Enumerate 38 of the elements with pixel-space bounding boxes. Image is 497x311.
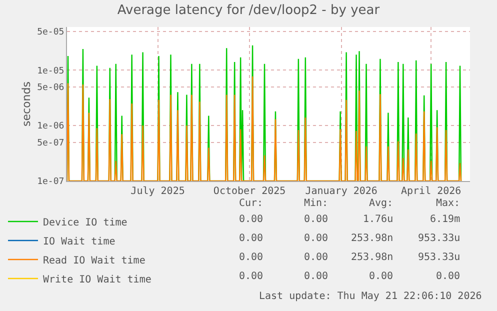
text: 0.00: [369, 271, 394, 282]
text: 953.33u: [418, 233, 460, 244]
text: 0.00: [304, 233, 328, 244]
y-tick-label: 5e-06: [37, 82, 64, 93]
text: 6.19m: [430, 214, 460, 225]
text: 253.98n: [351, 233, 394, 244]
text: 253.98n: [351, 252, 394, 263]
legend-label: Read IO Wait time: [43, 255, 146, 266]
text: Min:: [304, 198, 328, 209]
x-tick-label: July 2025: [130, 186, 185, 197]
text: 0.00: [304, 214, 328, 225]
line-series: [67, 76, 462, 181]
text: 0.00: [304, 252, 328, 263]
y-axis-title: seconds: [20, 81, 33, 126]
text: 1.76u: [363, 214, 394, 225]
x-tick-label: October 2025: [213, 186, 286, 197]
text: 0.00: [239, 271, 264, 282]
text: 953.33u: [418, 252, 460, 263]
y-tick-label: 1e-05: [37, 66, 64, 76]
legend-label: Write IO Wait time: [43, 274, 152, 286]
text: Avg:: [369, 198, 394, 209]
text: 0.00: [436, 271, 460, 282]
text: 0.00: [239, 252, 264, 263]
text: 0.00: [239, 233, 264, 244]
text: 0.00: [304, 271, 328, 282]
legend-label: Device IO time: [43, 217, 128, 228]
text: 0.00: [239, 214, 264, 225]
text: Last update: Thu May 21 22:06:10 2026: [259, 291, 482, 302]
y-tick-label: 5e-05: [37, 28, 64, 38]
y-tick-label: 5e-07: [37, 138, 64, 148]
y-tick-label: 1e-07: [37, 177, 64, 188]
x-tick-label: January 2026: [305, 186, 378, 197]
legend-label: IO Wait time: [43, 236, 116, 248]
chart-title: Average latency for /dev/loop2 - by year: [117, 3, 380, 18]
y-tick-label: 1e-06: [37, 122, 64, 132]
text: Max:: [436, 198, 460, 209]
x-tick-label: April 2026: [400, 186, 462, 197]
text: Cur:: [239, 198, 264, 209]
